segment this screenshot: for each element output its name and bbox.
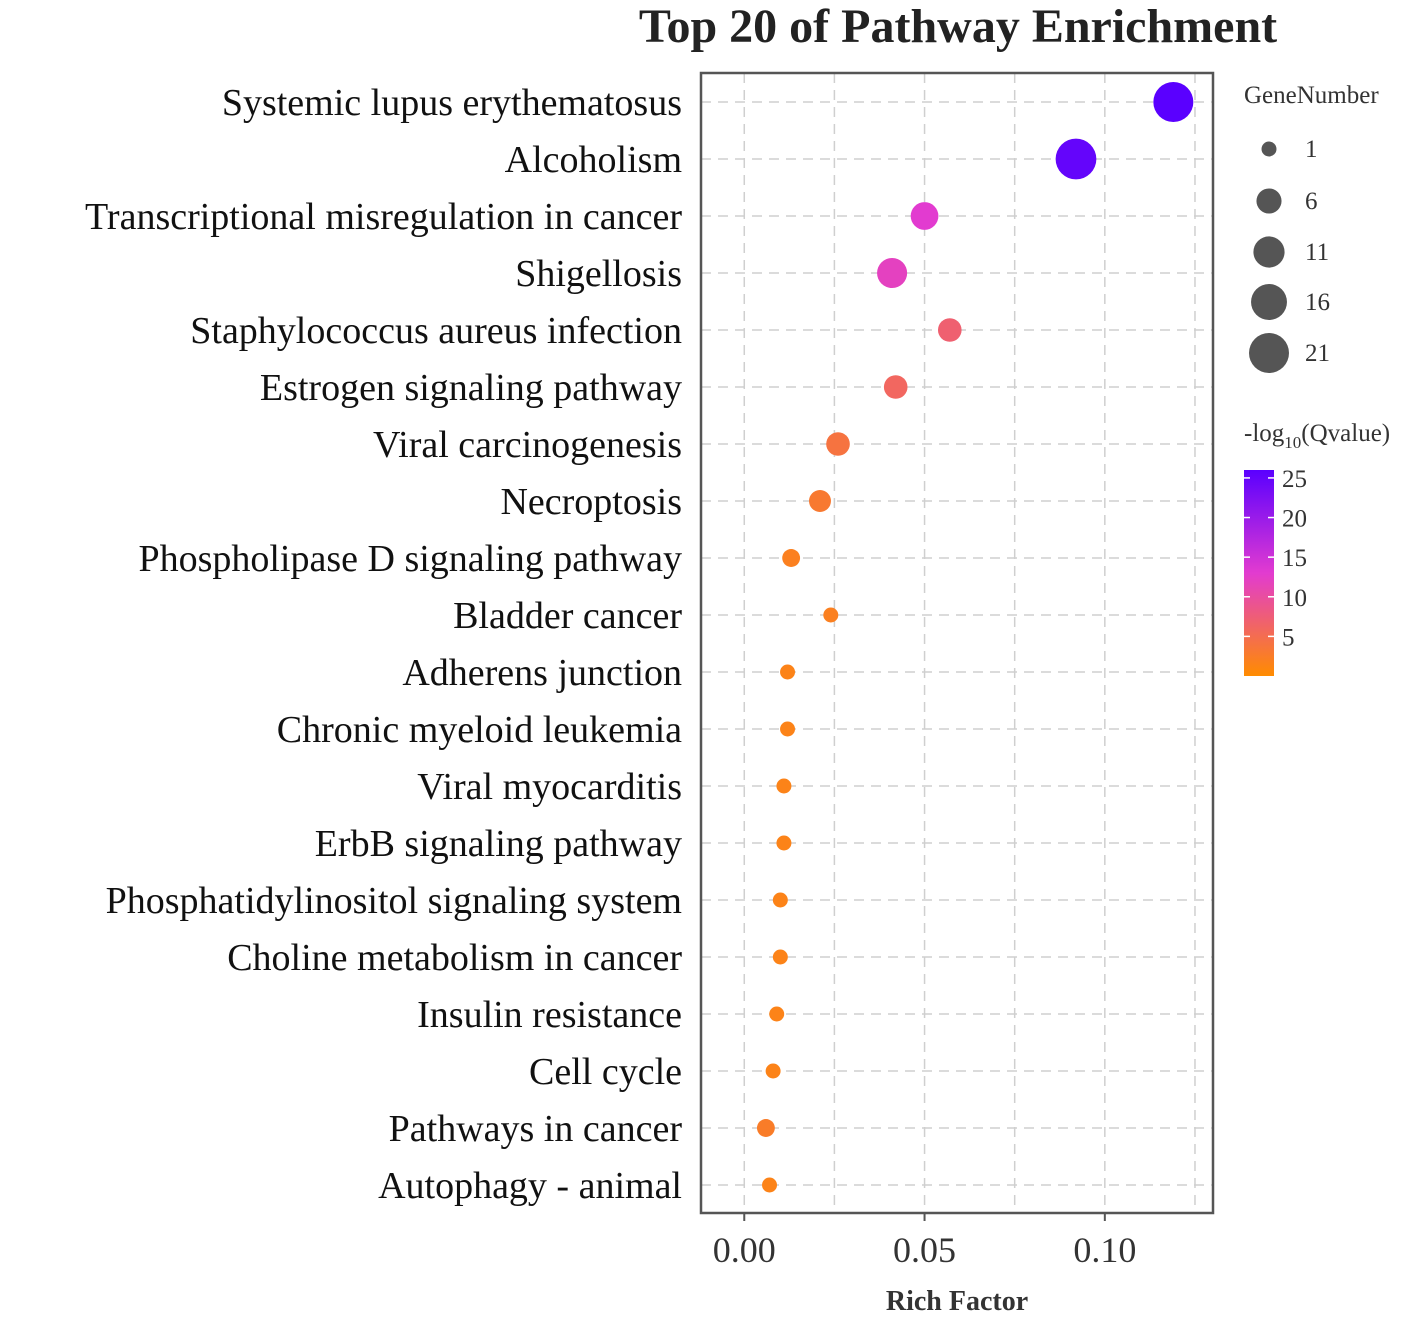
- data-point: [910, 202, 939, 230]
- y-axis-label: Necroptosis: [500, 481, 682, 523]
- size-legend-label: 1: [1305, 136, 1318, 163]
- x-axis-ticks: 0.00 0.05 0.10: [713, 1213, 1136, 1270]
- data-point: [780, 721, 796, 737]
- size-legend-key: [1256, 188, 1282, 214]
- y-axis-label: Viral carcinogenesis: [373, 424, 682, 466]
- size-legend-key: [1253, 236, 1285, 268]
- data-point: [776, 835, 792, 851]
- data-point: [762, 1177, 777, 1193]
- data-point: [772, 892, 788, 908]
- color-legend-label: 25: [1282, 466, 1307, 493]
- data-point: [756, 1119, 775, 1137]
- color-legend-label: 20: [1282, 506, 1307, 533]
- y-axis-label: Insulin resistance: [417, 994, 682, 1036]
- color-legend-label: 10: [1282, 585, 1307, 612]
- data-point: [769, 1006, 785, 1022]
- y-axis-label: Bladder cancer: [453, 595, 682, 637]
- data-point: [877, 257, 908, 289]
- y-axis-label: Viral myocarditis: [417, 766, 682, 808]
- data-point: [765, 1063, 781, 1079]
- data-point: [1153, 82, 1194, 122]
- data-point: [826, 432, 850, 456]
- data-point: [883, 375, 908, 399]
- y-axis-label: Choline metabolism in cancer: [227, 937, 682, 979]
- color-legend-label: 15: [1282, 545, 1307, 572]
- data-point: [1055, 138, 1097, 180]
- y-axis-label: Shigellosis: [515, 253, 682, 295]
- color-legend-label: 5: [1282, 624, 1295, 651]
- x-axis-title: Rich Factor: [886, 1286, 1028, 1317]
- y-axis-label: Cell cycle: [529, 1051, 682, 1093]
- y-axis-label: Phosphatidylinositol signaling system: [106, 880, 682, 922]
- size-legend-key: [1249, 333, 1289, 373]
- data-point: [772, 949, 788, 965]
- data-point: [782, 549, 801, 567]
- y-axis-label: Systemic lupus erythematosus: [222, 82, 682, 124]
- y-axis-label: Phospholipase D signaling pathway: [138, 538, 682, 580]
- points-layer: [756, 82, 1194, 1193]
- y-axis-label: Alcoholism: [505, 139, 682, 181]
- color-legend-title: -log10(Qvalue): [1244, 420, 1390, 452]
- y-axis-label: Autophagy - animal: [378, 1165, 682, 1207]
- x-tick-label: 0.00: [713, 1230, 776, 1270]
- y-axis-labels: Systemic lupus erythematosus Alcoholism Tr…: [85, 82, 682, 1207]
- plot-panel: [699, 71, 1215, 1215]
- y-axis-label: Pathways in cancer: [389, 1108, 683, 1150]
- chart-title: Top 20 of Pathway Enrichment: [639, 0, 1277, 53]
- color-legend-bar: [1244, 470, 1274, 676]
- data-point: [809, 490, 831, 512]
- grid-layer: [701, 73, 1213, 1213]
- y-axis-label: Transcriptional misregulation in cancer: [85, 196, 682, 238]
- data-point: [937, 318, 962, 342]
- data-point: [780, 664, 796, 680]
- data-point: [776, 778, 792, 794]
- y-axis-label: Chronic myeloid leukemia: [277, 709, 682, 751]
- x-tick-label: 0.10: [1073, 1230, 1136, 1270]
- x-tick-label: 0.05: [893, 1230, 956, 1270]
- size-legend-title: GeneNumber: [1244, 82, 1379, 109]
- size-legend-key: [1261, 141, 1277, 157]
- size-legend-label: 21: [1305, 340, 1330, 367]
- size-legend-label: 11: [1305, 239, 1329, 266]
- y-axis-label: Adherens junction: [402, 652, 682, 694]
- y-axis-label: ErbB signaling pathway: [315, 823, 682, 865]
- color-legend: -log10(Qvalue) 5 10 15 20 25: [1244, 420, 1390, 676]
- y-axis-label: Estrogen signaling pathway: [260, 367, 682, 409]
- y-axis-label: Staphylococcus aureus infection: [190, 310, 682, 352]
- size-legend-key: [1251, 284, 1287, 320]
- size-legend-label: 16: [1305, 289, 1330, 316]
- data-point: [823, 607, 839, 623]
- size-legend-label: 6: [1305, 188, 1318, 215]
